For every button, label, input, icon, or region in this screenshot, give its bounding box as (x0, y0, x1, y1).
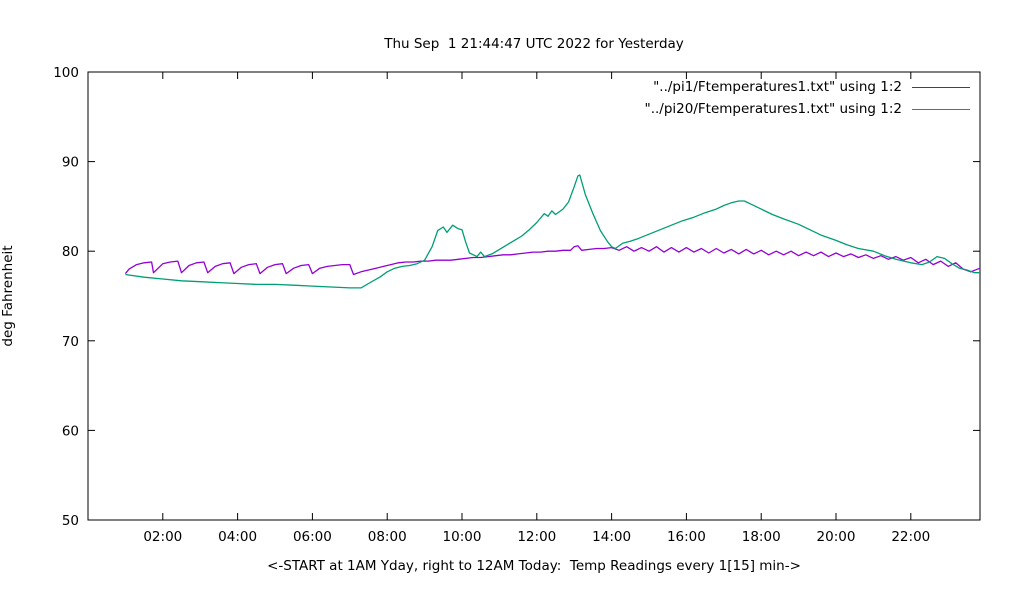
legend-entry-pi1: "../pi1/Ftemperatures1.txt" using 1:2 (653, 79, 970, 95)
plot-border (87, 71, 981, 521)
legend-line-sample-pi20 (912, 108, 970, 110)
y-tick-label: 100 (53, 65, 79, 81)
legend-entry-pi20: "../pi20/Ftemperatures1.txt" using 1:2 (645, 101, 970, 117)
x-tick-label: 14:00 (592, 529, 631, 545)
x-tick-label: 18:00 (742, 529, 781, 545)
x-axis-label: <-START at 1AM Yday, right to 12AM Today… (267, 558, 801, 574)
series-line-pi1 (124, 245, 981, 276)
x-tick-label: 12:00 (517, 529, 556, 545)
legend-label-pi20: "../pi20/Ftemperatures1.txt" using 1:2 (644, 101, 902, 117)
y-tick-label: 60 (62, 423, 79, 439)
x-tick-label: 16:00 (667, 529, 706, 545)
x-tick-label: 08:00 (368, 529, 407, 545)
x-tick-label: 02:00 (143, 529, 182, 545)
legend-label-pi1: "../pi1/Ftemperatures1.txt" using 1:2 (653, 79, 902, 95)
y-tick-label: 80 (62, 244, 79, 260)
series-line-pi20 (125, 174, 980, 289)
y-tick-label: 70 (62, 334, 79, 350)
legend: "../pi1/Ftemperatures1.txt" using 1:2 ".… (645, 79, 970, 117)
legend-line-sample-pi1 (912, 86, 970, 88)
y-axis-label: deg Fahrenheit (0, 245, 16, 347)
x-tick-label: 06:00 (293, 529, 332, 545)
x-tick-label: 20:00 (817, 529, 856, 545)
y-tick-label: 50 (62, 513, 79, 529)
chart-title: Thu Sep 1 21:44:47 UTC 2022 for Yesterda… (384, 36, 684, 52)
x-tick-label: 04:00 (218, 529, 257, 545)
y-tick-label: 90 (62, 155, 79, 171)
x-tick-label: 10:00 (443, 529, 482, 545)
x-tick-label: 22:00 (891, 529, 930, 545)
